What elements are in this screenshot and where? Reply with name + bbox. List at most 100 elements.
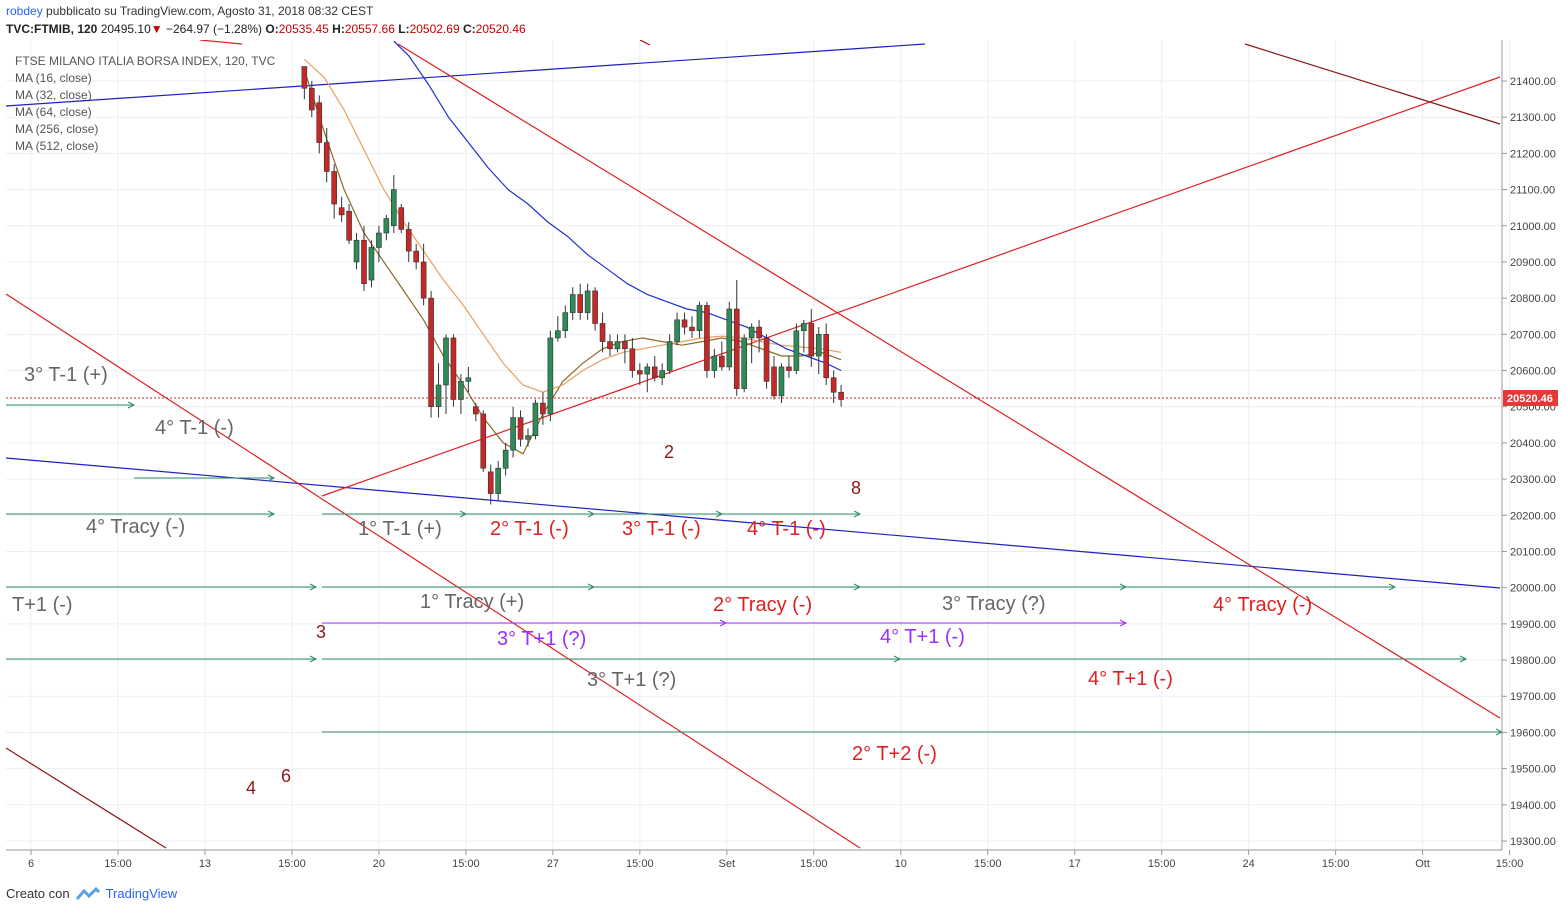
candle[interactable] [786,366,792,371]
candle[interactable] [346,210,352,241]
candle[interactable] [696,305,703,332]
tradingview-brand-link[interactable]: TradingView [105,886,178,901]
candle[interactable] [778,366,785,397]
candle[interactable] [756,326,762,339]
candle[interactable] [391,189,397,227]
candle[interactable] [733,308,740,389]
candle[interactable] [323,142,330,172]
candle[interactable] [517,417,524,440]
candle[interactable] [607,341,613,350]
x-tick-label: 13 [199,858,211,870]
candle[interactable] [726,308,733,368]
candle[interactable] [487,471,494,494]
candle[interactable] [659,370,665,379]
ma64-line[interactable] [393,40,842,372]
candle[interactable] [793,330,800,371]
candle[interactable] [309,87,315,111]
candle[interactable] [681,319,688,328]
author-link[interactable]: robdey [6,4,43,18]
candle[interactable] [584,290,591,313]
candle[interactable] [473,406,479,415]
candle[interactable] [569,294,576,313]
candle[interactable] [637,370,643,375]
trendline-darkred-top[interactable] [639,40,651,46]
trendline-darkred-right[interactable] [1244,43,1501,125]
candle[interactable] [376,232,382,248]
candle[interactable] [562,312,569,332]
candle[interactable] [711,355,718,371]
candle[interactable] [502,449,509,469]
candle[interactable] [801,323,807,332]
candle[interactable] [838,391,844,400]
annotation-label: 4° T-1 (-) [747,518,826,540]
candle[interactable] [428,297,434,408]
candle[interactable] [443,337,449,386]
candle[interactable] [808,323,815,357]
candle[interactable] [771,366,777,397]
trendline-red-upper[interactable] [199,40,243,45]
candle[interactable] [547,337,554,415]
candle[interactable] [592,290,598,324]
candle[interactable] [398,207,405,230]
candle[interactable] [420,261,427,299]
candle[interactable] [666,341,673,371]
candle[interactable] [331,171,337,205]
candle[interactable] [674,319,680,342]
candle[interactable] [435,384,442,408]
y-tick-label: 20300.00 [1510,474,1556,486]
legend-ma512[interactable]: MA (512, close) [15,139,98,153]
candle[interactable] [815,334,822,357]
candle[interactable] [540,402,546,415]
candle[interactable] [629,348,636,371]
legend-ma64[interactable]: MA (64, close) [15,105,92,119]
candle[interactable] [719,355,725,368]
candle[interactable] [368,247,375,281]
candle[interactable] [301,66,308,89]
candle[interactable] [823,334,830,379]
candle[interactable] [361,239,367,284]
candle[interactable] [741,337,747,389]
x-tick-label: 15:00 [278,858,306,870]
candle[interactable] [622,341,628,350]
candle[interactable] [525,435,531,440]
candle[interactable] [383,218,390,234]
x-tick-label: 15:00 [1322,858,1350,870]
x-axis[interactable]: 6 15:00 13 15:00 20 15:00 27 15:00 Set 15:00 10 15:… [28,850,1523,870]
candle[interactable] [555,330,561,339]
candle[interactable] [644,366,651,375]
trendline-red-descending-a[interactable] [397,43,1501,719]
trendline-darkred-left[interactable] [5,747,167,849]
candle[interactable] [353,239,360,263]
y-tick-label: 20400.00 [1510,438,1556,450]
candle[interactable] [465,377,472,382]
candle[interactable] [830,377,837,393]
candle[interactable] [651,366,658,379]
candle[interactable] [510,417,516,451]
legend-ma16[interactable]: MA (16, close) [15,71,92,85]
candle[interactable] [413,250,419,263]
arrow-head-icon [853,510,862,518]
legend-ma32[interactable]: MA (32, close) [15,88,92,102]
candle[interactable] [316,102,323,143]
tradingview-logo-icon[interactable] [75,886,100,901]
legend-ma256[interactable]: MA (256, close) [15,122,98,136]
candle[interactable] [689,326,695,332]
trendline-red-descending-b[interactable] [5,293,861,849]
candle[interactable] [405,229,412,252]
candle[interactable] [599,323,606,342]
price-chart[interactable]: 3° T-1 (+) 4° T-1 (-) 4° Tracy (-) 1° T-1 (… [0,40,1566,878]
candle[interactable] [495,467,501,494]
trendline-red-support[interactable] [321,76,1501,497]
candle[interactable] [748,326,755,339]
candle[interactable] [763,337,770,382]
candle[interactable] [458,381,464,400]
y-axis[interactable]: 21400.00 21300.00 21200.00 21100.00 21000.00… [1502,76,1556,848]
candle[interactable] [338,207,345,216]
trendline-blue-upper[interactable] [5,43,926,107]
candle[interactable] [480,413,487,469]
candle[interactable] [450,337,457,400]
candle[interactable] [577,294,583,313]
candle[interactable] [704,305,710,371]
candle[interactable] [614,341,621,350]
candle[interactable] [532,402,539,436]
